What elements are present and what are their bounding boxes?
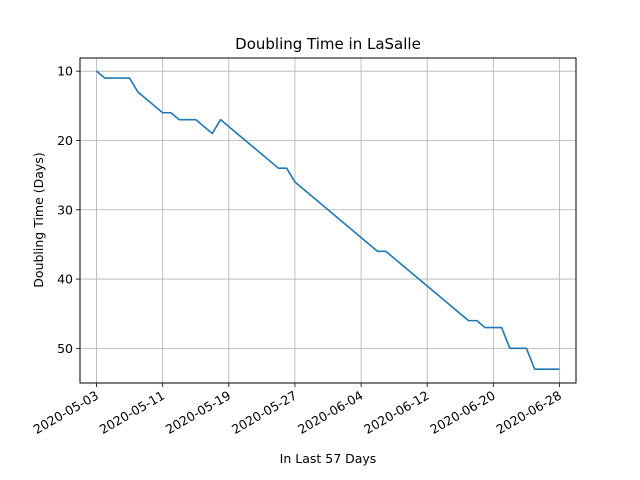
x-tick-label: 2020-05-27 <box>229 388 299 437</box>
y-tick-label: 20 <box>57 133 73 148</box>
x-tick-label: 2020-06-20 <box>427 388 497 437</box>
x-tick-label: 2020-05-03 <box>31 388 101 437</box>
x-axis-label: In Last 57 Days <box>280 451 377 466</box>
y-tick-label: 30 <box>57 202 73 217</box>
x-tick-label: 2020-06-04 <box>295 388 365 437</box>
series-group <box>96 70 560 370</box>
y-axis-label: Doubling Time (Days) <box>31 152 46 287</box>
x-tick-label: 2020-05-11 <box>97 388 167 437</box>
x-tick-label: 2020-06-28 <box>494 388 564 437</box>
tick-group: 2020-05-032020-05-112020-05-192020-05-27… <box>31 64 564 437</box>
y-tick-label: 40 <box>57 272 73 287</box>
y-tick-label: 50 <box>57 341 73 356</box>
grid <box>80 58 576 383</box>
x-tick-label: 2020-05-19 <box>163 388 233 437</box>
y-tick-label: 10 <box>57 64 73 79</box>
doubling-time-line <box>96 70 560 370</box>
chart-title: Doubling Time in LaSalle <box>235 35 421 53</box>
plot-frame <box>79 57 577 384</box>
x-tick-label: 2020-06-12 <box>361 388 431 437</box>
